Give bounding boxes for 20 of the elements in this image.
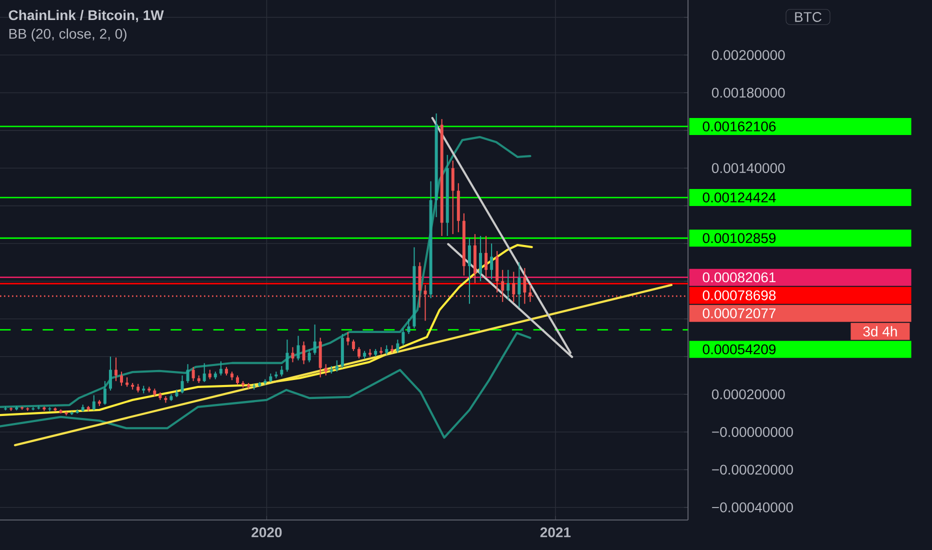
ref-line-label: 0.00082061 xyxy=(702,272,776,282)
ref-line-label: 0.00054209 xyxy=(702,344,776,354)
ref-line-label: 0.00102859 xyxy=(702,233,776,244)
ref-line-label: 0.00162106 xyxy=(702,122,776,132)
x-tick-label: 2020 xyxy=(252,527,282,538)
text: BTC xyxy=(795,12,822,22)
y-tick-label: 0.00200000 xyxy=(712,50,785,60)
y-tick-label: 0.00020000 xyxy=(712,389,785,400)
ref-line-label: 0.00078698 xyxy=(702,290,776,300)
y-tick-label: −0.00040000 xyxy=(712,502,793,512)
ref-line-label: 0.00124424 xyxy=(702,192,776,202)
text: 3d 4h xyxy=(863,326,897,336)
y-tick-label: −0.00020000 xyxy=(712,464,793,475)
y-tick-label: −0.00000000 xyxy=(712,427,793,437)
x-tick-label: 2021 xyxy=(540,527,571,538)
y-tick-label: 0.00140000 xyxy=(712,163,785,174)
ref-line-label: 0.00072077 xyxy=(702,308,776,318)
y-tick-label: 0.00180000 xyxy=(712,88,785,98)
text: ChainLink / Bitcoin, 1W xyxy=(8,10,164,22)
text: BB (20, close, 2, 0) xyxy=(9,28,126,42)
